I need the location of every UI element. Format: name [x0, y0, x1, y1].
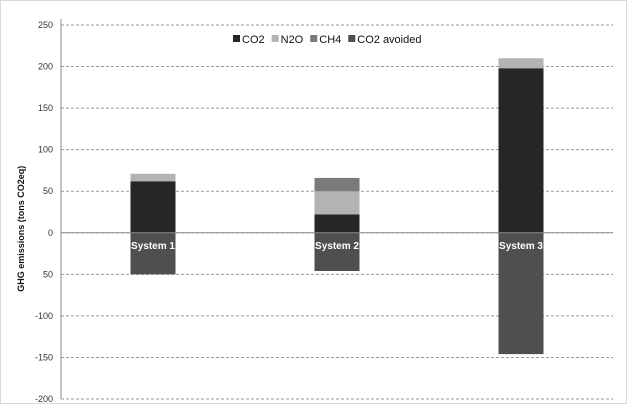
legend-swatch	[348, 35, 356, 42]
legend-label: N2O	[281, 34, 304, 46]
bar-n2o	[314, 191, 360, 215]
legend-swatch	[233, 35, 240, 42]
category-label: System 3	[499, 241, 543, 252]
y-tick-label: 200	[38, 62, 53, 72]
bar-n2o	[498, 58, 544, 69]
legend-label: CO2 avoided	[357, 34, 421, 46]
legend-swatch	[310, 35, 318, 42]
category-label: System 2	[315, 241, 359, 252]
bar-co2	[130, 181, 176, 233]
y-tick-label: 50	[43, 186, 53, 196]
y-axis-label: GHG emissions (tons CO2eq)	[16, 166, 26, 292]
bar-ch4	[314, 177, 360, 192]
legend-label: CH4	[319, 34, 341, 46]
y-tick-label: 250	[38, 20, 53, 30]
legend-swatch	[271, 35, 279, 42]
y-tick-label: -100	[35, 311, 53, 321]
legend-label: CO2	[242, 34, 265, 46]
y-tick-label: 100	[38, 145, 53, 155]
y-tick-label: 150	[38, 103, 53, 113]
bar-co2	[314, 214, 360, 233]
y-tick-label: 50	[43, 269, 53, 279]
y-tick-label: -200	[35, 394, 53, 403]
bar-co2-avoided	[130, 232, 176, 275]
bar-co2-avoided	[498, 232, 544, 355]
y-tick-label: 0	[48, 228, 53, 238]
bar-n2o	[130, 173, 176, 182]
bar-co2	[498, 68, 544, 233]
category-label: System 1	[131, 241, 175, 252]
y-tick-label: -150	[35, 352, 53, 362]
bar-co2-avoided	[314, 232, 360, 272]
